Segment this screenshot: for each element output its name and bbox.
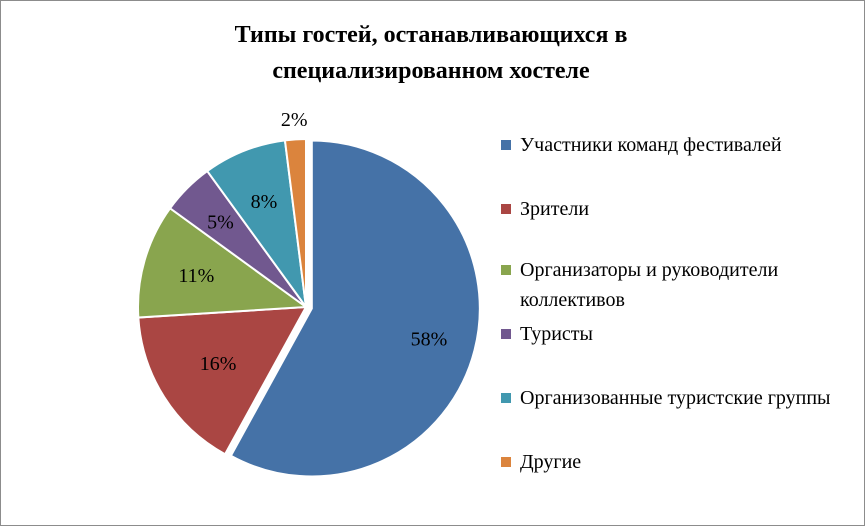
data-label: 2% xyxy=(281,109,308,131)
legend-swatch xyxy=(501,140,511,150)
chart-legend: Участники команд фестивалей Зрители Органи… xyxy=(501,1,861,527)
pie-slice xyxy=(137,305,308,456)
data-label: 16% xyxy=(200,353,237,375)
legend-label: Участники команд фестивалей xyxy=(520,134,782,156)
pie-slice xyxy=(229,139,481,478)
data-label: 8% xyxy=(251,191,278,213)
legend-swatch xyxy=(501,204,511,214)
data-label: 58% xyxy=(411,329,448,351)
legend-label: Организованные туристские группы xyxy=(520,387,831,409)
chart-title: Типы гостей, останавливающихся в специал… xyxy=(234,22,628,84)
legend-label: Организаторы и руководители коллективов xyxy=(520,259,779,311)
data-label: 11% xyxy=(178,265,214,287)
legend-label: Другие xyxy=(520,451,582,473)
legend-swatch xyxy=(501,457,511,467)
legend-swatch xyxy=(501,329,511,339)
legend-label: Зрители xyxy=(520,198,590,220)
legend-swatch xyxy=(501,393,511,403)
pie-slice xyxy=(283,137,307,308)
legend-label: Туристы xyxy=(520,323,593,345)
legend-swatch xyxy=(501,265,511,275)
data-label: 5% xyxy=(207,212,234,234)
pie-slice xyxy=(137,206,309,319)
